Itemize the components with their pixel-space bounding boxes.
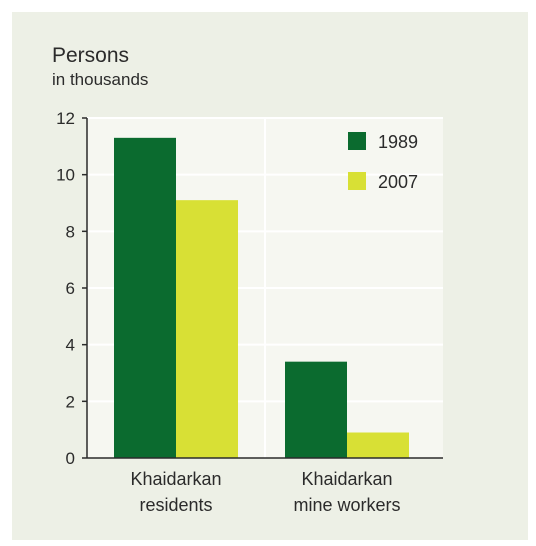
y-tick-label: 10 bbox=[56, 166, 75, 185]
y-tick-label: 8 bbox=[66, 222, 75, 241]
legend-label-2007: 2007 bbox=[378, 172, 418, 192]
x-category-label: Khaidarkan mine workers bbox=[293, 469, 400, 515]
x-category-label-line: mine workers bbox=[293, 495, 400, 515]
y-tick-label: 4 bbox=[66, 336, 75, 355]
x-category-label-line: Khaidarkan bbox=[301, 469, 392, 489]
chart-title: Persons bbox=[52, 44, 130, 67]
bar-1989-1 bbox=[114, 137, 176, 459]
y-tick-label: 12 bbox=[56, 109, 75, 128]
legend-label-1989: 1989 bbox=[378, 132, 418, 152]
y-tick-label: 0 bbox=[66, 449, 75, 468]
legend-swatch-2007 bbox=[348, 172, 366, 190]
bar-1989-2 bbox=[285, 361, 347, 458]
bar-2007-1 bbox=[176, 200, 238, 458]
legend-swatch-1989 bbox=[348, 132, 366, 150]
y-tick-label: 2 bbox=[66, 392, 75, 411]
x-category-label-line: Khaidarkan bbox=[130, 469, 221, 489]
chart-subtitle: in thousands bbox=[52, 70, 149, 89]
bar-2007-2 bbox=[347, 432, 409, 458]
x-category-label-line: residents bbox=[139, 495, 212, 515]
y-tick-label: 6 bbox=[66, 279, 75, 298]
x-category-label: Khaidarkan residents bbox=[130, 469, 221, 515]
